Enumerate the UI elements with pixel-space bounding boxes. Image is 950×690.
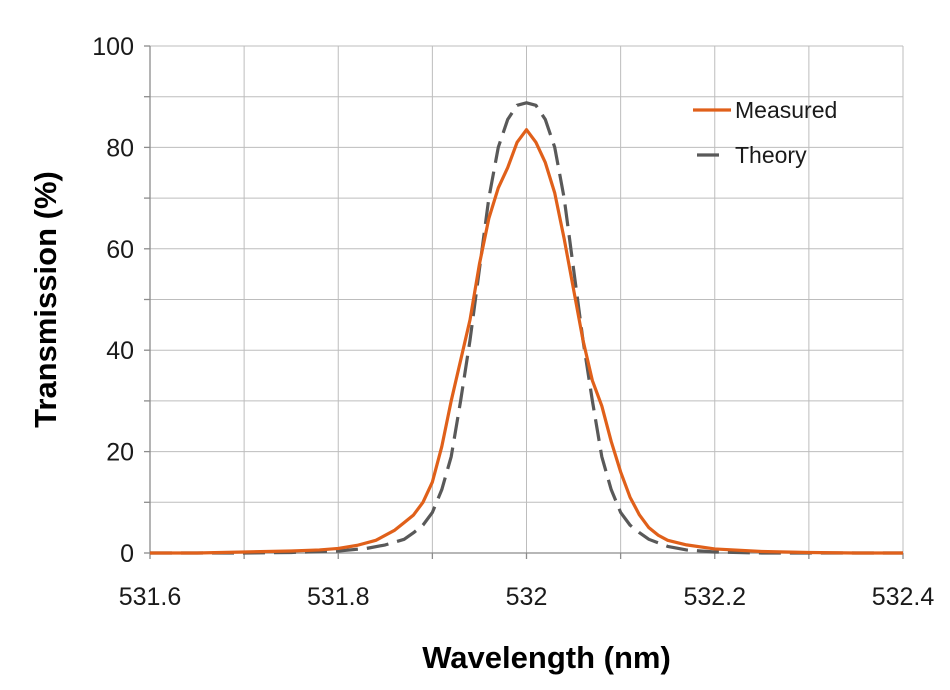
legend-label: Measured — [735, 97, 837, 123]
x-tick-label: 532.2 — [683, 583, 746, 611]
x-tick-label: 531.6 — [119, 583, 182, 611]
x-tick-label: 532 — [506, 583, 548, 611]
legend-label: Theory — [735, 142, 807, 168]
y-tick-label: 100 — [92, 33, 134, 61]
legend: Measured Theory — [693, 97, 837, 168]
grid — [150, 45, 904, 553]
series-line-measured — [150, 128, 903, 555]
y-tick-label: 20 — [106, 439, 134, 467]
y-axis-title: Transmission (%) — [28, 171, 63, 428]
x-tick-label: 531.8 — [307, 583, 370, 611]
y-tick-label: 80 — [106, 134, 134, 162]
y-tick-label: 0 — [120, 540, 134, 568]
x-tick-label: 532.4 — [872, 583, 935, 611]
x-axis-title: Wavelength (nm) — [422, 640, 671, 675]
series-line-theory — [150, 101, 903, 555]
y-tick-label: 40 — [106, 337, 134, 365]
legend-item-theory: Theory — [697, 142, 807, 168]
tick-labels: 0 20 40 60 80 100 531.6 531.8 532 532.2 532.4 — [92, 33, 934, 611]
legend-item-measured: Measured — [693, 97, 837, 123]
plot-series — [150, 101, 903, 555]
y-tick-label: 60 — [106, 236, 134, 264]
